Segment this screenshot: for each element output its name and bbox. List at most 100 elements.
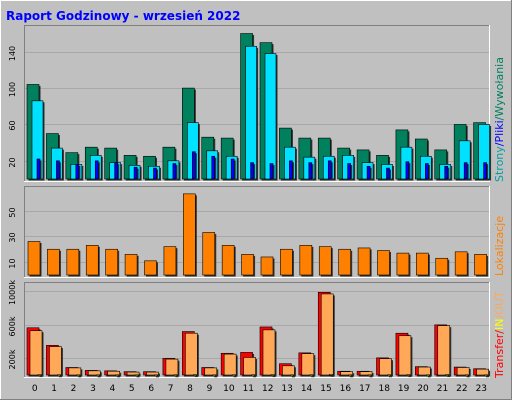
transfer-panel-bar-in: [212, 374, 217, 377]
x-tick-label: 9: [207, 384, 213, 394]
transfer-panel-bar-in: [426, 374, 430, 377]
x-tick-label: 12: [262, 384, 273, 394]
transfer-panel-bar-in-shadow: [253, 376, 257, 378]
sites-panel-bar-lokalizacje: [85, 245, 99, 276]
sites-panel-bar-lokalizacje: [163, 246, 177, 276]
transfer-panel-bar-in-shadow: [233, 376, 237, 378]
transfer-panel-bar-out: [49, 346, 62, 376]
transfer-panel-bar-in: [290, 374, 294, 377]
transfer-panel-bar-in: [173, 374, 178, 377]
sites-panel: 10 30 50: [8, 186, 490, 278]
hits-panel-bar-pliki: [386, 167, 390, 180]
x-tick-label: 10: [223, 384, 235, 394]
transfer-panel-bar-out: [476, 368, 489, 376]
hits-panel-bar-pliki: [425, 163, 429, 180]
hits-panel-bar-pliki: [172, 163, 177, 180]
x-tick-label: 21: [437, 384, 448, 394]
transfer-panel-bar-in-shadow: [58, 376, 62, 378]
transfer-panel-bar-in: [328, 374, 333, 376]
sites-panel-bar-lokalizacje: [105, 248, 118, 276]
hits-panel-ytick-label: 100: [8, 82, 17, 97]
chart-title: Raport Godzinowy - wrzesień 2022: [6, 9, 240, 23]
transfer-panel-bar-in: [95, 374, 100, 377]
transfer-panel-bar-out: [320, 293, 334, 376]
x-tick-label: 20: [417, 384, 429, 394]
transfer-panel-bar-out: [29, 330, 43, 376]
legend-sep-1: /: [493, 142, 506, 146]
hits-panel-bar-pliki: [36, 158, 41, 180]
transfer-panel-ytick-label: 200k: [8, 349, 17, 369]
x-tick-label: 17: [359, 384, 370, 394]
transfer-panel-bar-out: [107, 370, 120, 376]
x-tick-label: 19: [398, 384, 410, 394]
transfer-panel-bar-out: [340, 371, 353, 376]
transfer-panel-bar-out: [379, 358, 392, 376]
x-tick-label: 8: [187, 384, 193, 394]
hits-panel-bar-pliki: [347, 163, 351, 180]
sites-panel-bar-lokalizacje: [435, 257, 449, 276]
hits-panel-bar-pliki: [211, 155, 216, 180]
transfer-panel-bar-out: [301, 353, 315, 376]
x-tick-label: 14: [301, 384, 313, 394]
hits-panel-ytick-label: 140: [8, 46, 17, 61]
sites-panel-bar-lokalizacje: [377, 250, 390, 276]
hits-panel-bar-pliki: [230, 158, 235, 180]
transfer-panel-bar-in-shadow: [486, 376, 490, 378]
transfer-panel-bar-in-shadow: [175, 376, 179, 378]
hits-panel-bar-pliki: [483, 162, 487, 180]
x-tick-label: 22: [456, 384, 467, 394]
legend-middle: Lokalizacje: [493, 216, 506, 276]
transfer-panel-bar-out: [456, 367, 470, 376]
x-tick-label: 7: [168, 384, 174, 394]
x-tick-label: 2: [71, 384, 77, 394]
sites-panel-bar-lokalizacje: [241, 254, 254, 276]
transfer-panel-ytick-label: 600k: [8, 316, 17, 336]
transfer-panel-bar-in-shadow: [156, 376, 159, 378]
hits-panel-bar-pliki: [250, 162, 254, 180]
sites-panel-ytick-label: 50: [8, 207, 17, 217]
transfer-panel-bar-in-shadow: [369, 376, 373, 378]
transfer-panel-bar-in-shadow: [272, 376, 276, 378]
legend-sep-2: /: [493, 116, 506, 120]
transfer-panel-bar-in-shadow: [466, 376, 470, 378]
transfer-panel-bar-in-shadow: [311, 376, 315, 378]
sites-panel-bar-lokalizacje: [396, 252, 410, 276]
hits-panel: 20 60 100 140: [8, 25, 492, 182]
transfer-panel-bar-out: [146, 371, 159, 376]
transfer-panel: 200k 600k 1000k: [8, 280, 491, 378]
hits-panel-bar-pliki: [56, 160, 60, 180]
x-tick-label: 15: [320, 384, 331, 394]
transfer-panel-bar-in-shadow: [39, 376, 43, 378]
sites-panel-bar-lokalizacje: [260, 256, 274, 276]
x-tick-label: 11: [243, 384, 254, 394]
transfer-panel-bar-in-shadow: [291, 376, 295, 378]
sites-panel-bar-lokalizacje: [474, 254, 487, 276]
x-tick-label: 16: [340, 384, 352, 394]
sites-panel-bar-lokalizacje: [280, 248, 293, 276]
x-axis-labels: 0 1 2 3 4 5 6 7 8 9 10 11 12 13 14 15 16 17 18 19 20 21 22 23: [32, 384, 487, 394]
transfer-panel-bar-in-shadow: [136, 376, 140, 378]
transfer-panel-bar-in-shadow: [78, 376, 82, 378]
transfer-panel-bar-in-shadow: [389, 376, 392, 378]
transfer-panel-bar-in-shadow: [194, 376, 198, 378]
sites-panel-bar-lokalizacje: [416, 252, 429, 276]
legend-bottom: Transfer/IN/OUT: [493, 291, 506, 379]
transfer-panel-bar-in: [445, 374, 450, 376]
sites-panel-bar-lokalizacje: [338, 248, 351, 276]
hits-panel-bar-strony: [264, 53, 277, 180]
hits-panel-bar-pliki: [75, 164, 80, 180]
hits-panel-bar-pliki: [192, 151, 196, 180]
transfer-panel-bar-out: [68, 367, 82, 376]
transfer-panel-bar-in-shadow: [97, 376, 101, 378]
legend-lokalizacje: Lokalizacje: [493, 216, 506, 276]
sites-panel-bar-lokalizacje: [454, 251, 468, 276]
hits-panel-bar-pliki: [153, 167, 157, 180]
hits-panel-bar-pliki: [289, 160, 293, 180]
x-tick-label: 5: [129, 384, 135, 394]
transfer-panel-bar-out: [165, 358, 179, 376]
legend-pliki: Pliki: [493, 120, 506, 142]
chart-panels: 20 60 100 140 10 30 50 200k 600k 1000k: [8, 25, 492, 378]
transfer-panel-bar-in: [115, 374, 119, 377]
legend-sep-4: /: [493, 315, 506, 319]
x-tick-label: 4: [110, 384, 116, 394]
